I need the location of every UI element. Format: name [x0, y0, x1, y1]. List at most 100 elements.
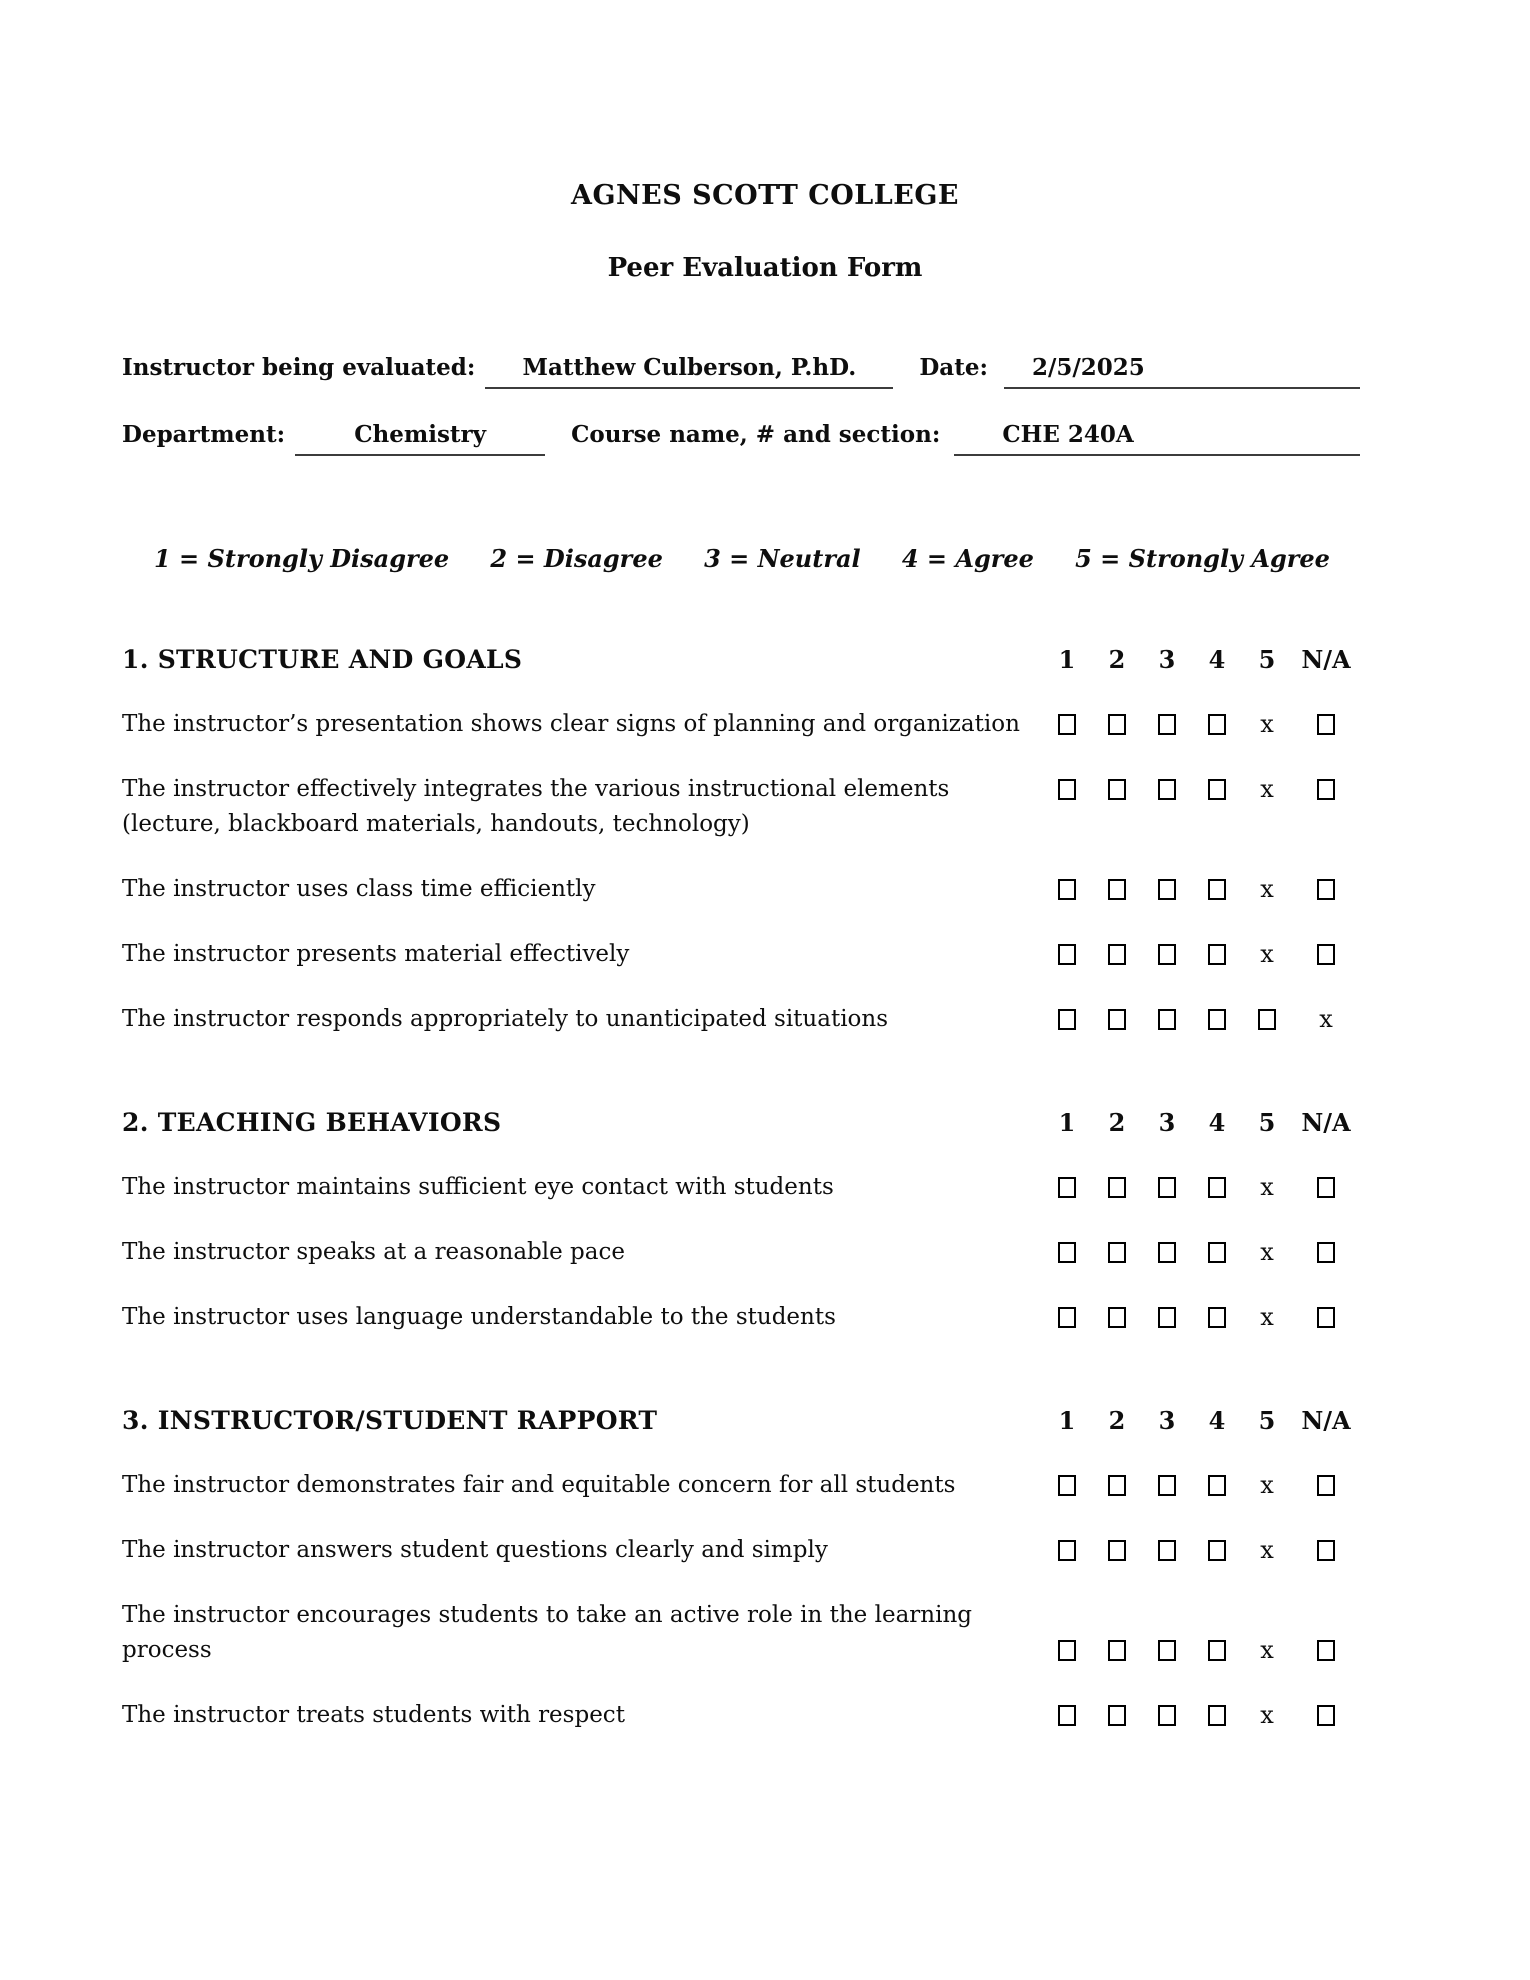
rating-checkbox-3[interactable]	[1142, 1633, 1192, 1668]
rating-checkbox-1[interactable]	[1042, 1170, 1092, 1205]
rating-checkbox-N/A[interactable]	[1292, 937, 1360, 972]
checkbox-icon	[1108, 1242, 1126, 1263]
checkbox-icon	[1208, 1307, 1226, 1328]
rating-checkbox-4[interactable]	[1192, 1170, 1242, 1205]
rating-checkbox-3[interactable]	[1142, 872, 1192, 907]
rating-checkbox-N/A[interactable]	[1292, 1235, 1360, 1270]
rating-mark-N/A[interactable]: x	[1319, 1005, 1333, 1033]
rating-checkbox-4[interactable]	[1192, 772, 1242, 807]
rating-checkbox-2[interactable]	[1092, 937, 1142, 972]
question-row: The instructor speaks at a reasonable pa…	[122, 1235, 1360, 1270]
rating-checkbox-N/A[interactable]	[1292, 1300, 1360, 1335]
rating-checkbox-4[interactable]	[1192, 1533, 1242, 1568]
checkbox-icon	[1058, 1540, 1076, 1561]
rating-column-headers: 1 2 3 4 5 N/A	[1042, 642, 1360, 677]
rating-checkbox-5[interactable]	[1242, 1002, 1292, 1037]
rating-checkbox-4[interactable]	[1192, 1235, 1242, 1270]
rating-checkbox-N/A[interactable]	[1292, 1170, 1360, 1205]
checkbox-icon	[1208, 944, 1226, 965]
rating-checkbox-2[interactable]	[1092, 1468, 1142, 1503]
rating-checkbox-3[interactable]	[1142, 1468, 1192, 1503]
rating-checkbox-3[interactable]	[1142, 772, 1192, 807]
rating-checkbox-N/A[interactable]	[1292, 872, 1360, 907]
course-label: Course name, # and section:	[571, 421, 941, 448]
rating-mark-5[interactable]: x	[1260, 1701, 1274, 1729]
rating-checkbox-4[interactable]	[1192, 707, 1242, 742]
rating-checkbox-2[interactable]	[1092, 1533, 1142, 1568]
rating-cells: x	[1042, 1170, 1360, 1205]
rating-checkbox-4[interactable]	[1192, 1633, 1242, 1668]
rating-checkbox-1[interactable]	[1042, 872, 1092, 907]
rating-checkbox-N/A[interactable]	[1292, 707, 1360, 742]
rating-mark-5[interactable]: x	[1260, 1471, 1274, 1499]
rating-checkbox-1[interactable]	[1042, 1698, 1092, 1733]
rating-checkbox-4[interactable]	[1192, 872, 1242, 907]
rating-checkbox-3[interactable]	[1142, 1170, 1192, 1205]
rating-checkbox-2[interactable]	[1092, 872, 1142, 907]
rating-checkbox-N/A[interactable]	[1292, 1468, 1360, 1503]
rating-checkbox-1[interactable]	[1042, 1002, 1092, 1037]
instructor-label: Instructor being evaluated:	[122, 354, 476, 381]
section-header: 2. TEACHING BEHAVIORS 1 2 3 4 5 N/A	[122, 1105, 1360, 1140]
rating-checkbox-2[interactable]	[1092, 772, 1142, 807]
rating-checkbox-2[interactable]	[1092, 707, 1142, 742]
checkbox-icon	[1317, 714, 1335, 735]
rating-column-header-2: 2	[1108, 1406, 1126, 1435]
department-course-row: Department: Chemistry Course name, # and…	[122, 421, 1360, 456]
rating-checkbox-3[interactable]	[1142, 707, 1192, 742]
checkbox-icon	[1317, 1177, 1335, 1198]
rating-checkbox-1[interactable]	[1042, 937, 1092, 972]
rating-checkbox-3[interactable]	[1142, 1533, 1192, 1568]
rating-mark-5[interactable]: x	[1260, 1536, 1274, 1564]
section-rows: The instructor maintains sufficient eye …	[122, 1170, 1360, 1335]
rating-checkbox-3[interactable]	[1142, 1698, 1192, 1733]
course-field[interactable]: CHE 240A	[954, 421, 1360, 456]
scale-legend-item-1: 1 = Strongly Disagree	[154, 544, 450, 573]
rating-checkbox-3[interactable]	[1142, 937, 1192, 972]
rating-checkbox-2[interactable]	[1092, 1235, 1142, 1270]
rating-checkbox-2[interactable]	[1092, 1300, 1142, 1335]
rating-section: 2. TEACHING BEHAVIORS 1 2 3 4 5 N/A The instr…	[122, 1105, 1360, 1335]
rating-checkbox-1[interactable]	[1042, 1633, 1092, 1668]
department-field[interactable]: Chemistry	[295, 421, 546, 456]
rating-mark-5[interactable]: x	[1260, 1173, 1274, 1201]
rating-checkbox-N/A[interactable]	[1292, 1698, 1360, 1733]
rating-checkbox-N/A[interactable]	[1292, 772, 1360, 807]
rating-mark-5[interactable]: x	[1260, 1636, 1274, 1664]
rating-checkbox-1[interactable]	[1042, 772, 1092, 807]
rating-checkbox-2[interactable]	[1092, 1002, 1142, 1037]
instructor-field[interactable]: Matthew Culberson, P.hD.	[485, 354, 894, 389]
rating-mark-5[interactable]: x	[1260, 875, 1274, 903]
rating-checkbox-4[interactable]	[1192, 937, 1242, 972]
rating-mark-5[interactable]: x	[1260, 1303, 1274, 1331]
rating-mark-5[interactable]: x	[1260, 940, 1274, 968]
rating-checkbox-3[interactable]	[1142, 1235, 1192, 1270]
rating-checkbox-2[interactable]	[1092, 1633, 1142, 1668]
rating-checkbox-1[interactable]	[1042, 707, 1092, 742]
checkbox-icon	[1058, 1177, 1076, 1198]
rating-checkbox-1[interactable]	[1042, 1235, 1092, 1270]
rating-mark-5[interactable]: x	[1260, 1238, 1274, 1266]
rating-checkbox-3[interactable]	[1142, 1002, 1192, 1037]
rating-checkbox-1[interactable]	[1042, 1468, 1092, 1503]
form-title: Peer Evaluation Form	[607, 253, 923, 283]
rating-checkbox-N/A[interactable]	[1292, 1633, 1360, 1668]
rating-checkbox-2[interactable]	[1092, 1698, 1142, 1733]
rating-checkbox-4[interactable]	[1192, 1468, 1242, 1503]
checkbox-icon	[1208, 1640, 1226, 1661]
rating-checkbox-4[interactable]	[1192, 1300, 1242, 1335]
rating-checkbox-2[interactable]	[1092, 1170, 1142, 1205]
rating-cells: x	[1042, 1533, 1360, 1568]
rating-checkbox-4[interactable]	[1192, 1002, 1242, 1037]
rating-mark-5[interactable]: x	[1260, 775, 1274, 803]
rating-checkbox-1[interactable]	[1042, 1300, 1092, 1335]
question-label: The instructor treats students with resp…	[122, 1702, 625, 1728]
rating-checkbox-3[interactable]	[1142, 1300, 1192, 1335]
checkbox-icon	[1058, 1475, 1076, 1496]
rating-checkbox-4[interactable]	[1192, 1698, 1242, 1733]
question-label: The instructor answers student questions…	[122, 1537, 828, 1563]
rating-mark-5[interactable]: x	[1260, 710, 1274, 738]
date-field[interactable]: 2/5/2025	[1003, 354, 1360, 389]
rating-checkbox-1[interactable]	[1042, 1533, 1092, 1568]
rating-checkbox-N/A[interactable]	[1292, 1533, 1360, 1568]
